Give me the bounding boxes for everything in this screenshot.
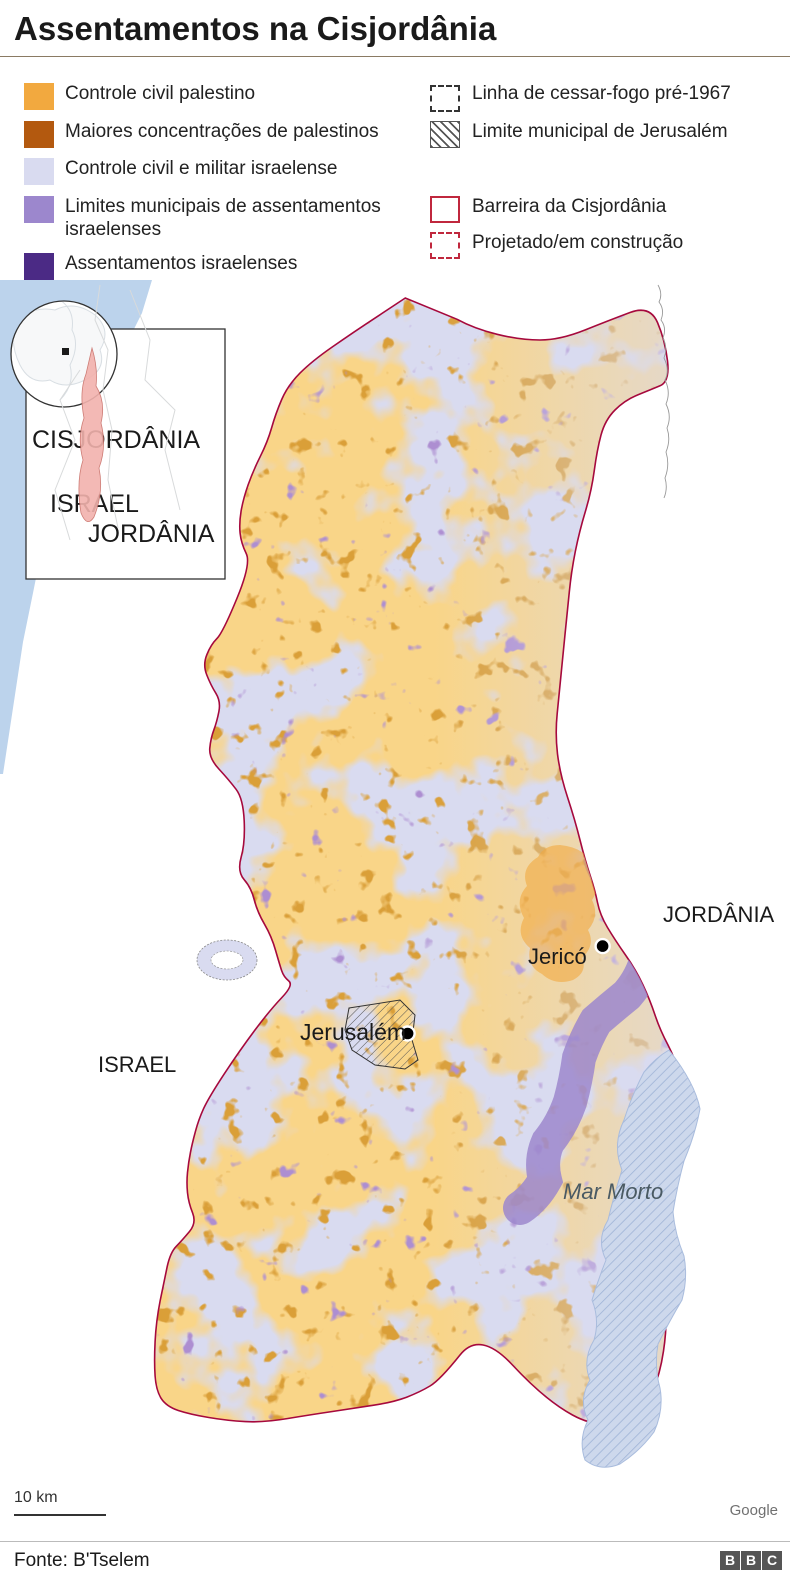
svg-text:CISJORDÂNIA: CISJORDÂNIA: [32, 425, 200, 454]
svg-text:JORDÂNIA: JORDÂNIA: [663, 902, 775, 927]
svg-text:Jericó: Jericó: [528, 944, 587, 969]
svg-text:JORDÂNIA: JORDÂNIA: [88, 519, 215, 548]
svg-text:ISRAEL: ISRAEL: [98, 1052, 176, 1077]
svg-text:Mar Morto: Mar Morto: [563, 1179, 663, 1204]
svg-text:Jerusalém: Jerusalém: [300, 1019, 406, 1045]
